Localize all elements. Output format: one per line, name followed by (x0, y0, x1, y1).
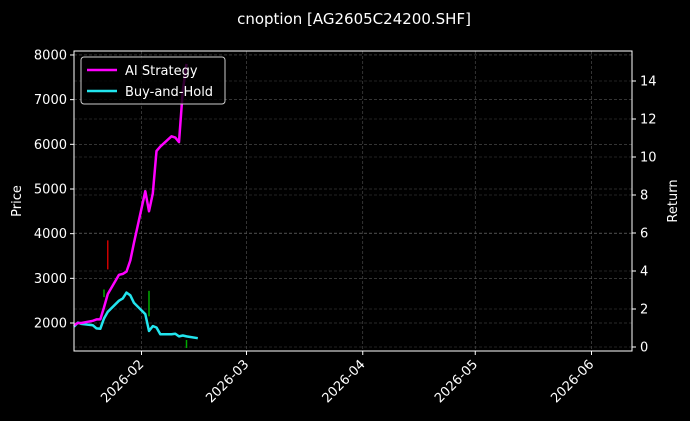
trade-signals (103, 240, 188, 349)
x-tick-label: 2026-02 (98, 357, 147, 406)
legend-label-buy-and-hold: Buy-and-Hold (125, 85, 213, 100)
x-axis: 2026-02 2026-03 2026-04 2026-05 2026-06 (98, 351, 597, 406)
series-lines (73, 63, 198, 340)
y-tick-label: 8000 (34, 48, 67, 63)
legend: AI Strategy Buy-and-Hold (80, 56, 226, 105)
y-right-tick-label: 6 (640, 227, 648, 242)
y-tick-label: 2000 (34, 317, 67, 332)
series-line-buy-and-hold (73, 291, 198, 340)
series-line-ai-strategy (73, 63, 188, 327)
y-right-axis-label: Return (666, 179, 681, 222)
y-right-tick-label: 10 (640, 151, 657, 166)
y-tick-label: 5000 (34, 182, 67, 197)
x-tick-label: 2026-05 (432, 357, 481, 406)
y-right-tick-label: 12 (640, 113, 657, 128)
x-tick-label: 2026-06 (548, 357, 597, 406)
chart-title: cnoption [AG2605C24200.SHF] (237, 10, 471, 28)
y-axis-label: Price (10, 185, 25, 217)
y-tick-label: 3000 (34, 272, 67, 287)
y-right-tick-label: 4 (640, 265, 648, 280)
y-right-tick-label: 0 (640, 341, 648, 356)
y-tick-label: 6000 (34, 138, 67, 153)
x-tick-label: 2026-04 (320, 357, 369, 406)
y-right-tick-label: 14 (640, 75, 657, 90)
y-axis-left: 2000 3000 4000 5000 6000 7000 8000 (34, 48, 74, 332)
y-right-tick-label: 8 (640, 189, 648, 204)
plot-frame (73, 50, 633, 352)
y-axis-right: 0 2 4 6 8 10 12 14 (632, 75, 657, 356)
legend-label-ai-strategy: AI Strategy (125, 64, 198, 79)
y-right-tick-label: 2 (640, 303, 648, 318)
y-tick-label: 4000 (34, 227, 67, 242)
x-tick-label: 2026-03 (203, 357, 252, 406)
y-tick-label: 7000 (34, 93, 67, 108)
